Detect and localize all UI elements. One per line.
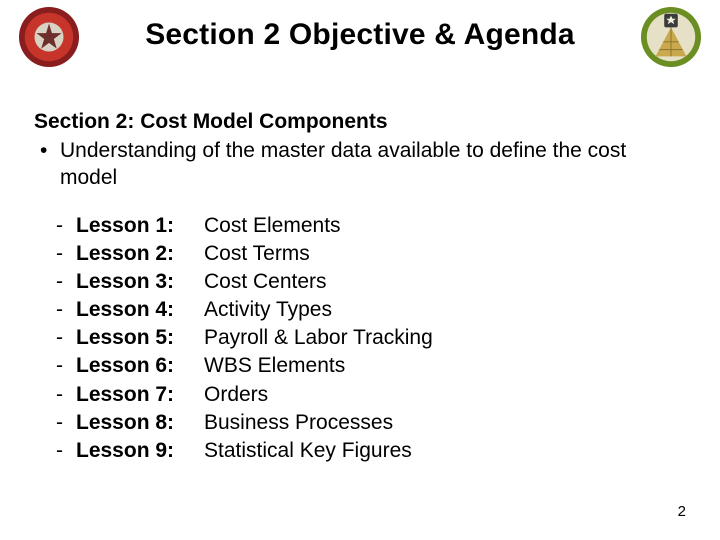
lesson-topic: Cost Elements [194, 212, 686, 240]
lesson-row: -Lesson 7:Orders [56, 381, 686, 409]
lesson-dash: - [56, 437, 76, 465]
lesson-row: -Lesson 8:Business Processes [56, 409, 686, 437]
lesson-label: Lesson 2: [76, 240, 194, 268]
lesson-row: -Lesson 1:Cost Elements [56, 212, 686, 240]
lesson-topic: WBS Elements [194, 352, 686, 380]
lesson-dash: - [56, 268, 76, 296]
lesson-topic: Activity Types [194, 296, 686, 324]
lessons-list: -Lesson 1:Cost Elements-Lesson 2:Cost Te… [34, 212, 686, 465]
lesson-label: Lesson 3: [76, 268, 194, 296]
lesson-dash: - [56, 324, 76, 352]
lesson-dash: - [56, 212, 76, 240]
lesson-dash: - [56, 409, 76, 437]
lesson-topic: Business Processes [194, 409, 686, 437]
lesson-dash: - [56, 352, 76, 380]
lesson-dash: - [56, 240, 76, 268]
lesson-topic: Payroll & Labor Tracking [194, 324, 686, 352]
lesson-topic: Orders [194, 381, 686, 409]
bullet-item: • Understanding of the master data avail… [34, 138, 686, 192]
header: Section 2 Objective & Agenda [0, 0, 720, 72]
lesson-label: Lesson 6: [76, 352, 194, 380]
slide: Section 2 Objective & Agenda Section 2: … [0, 0, 720, 540]
page-number: 2 [678, 503, 686, 520]
seal-left-icon [18, 6, 80, 68]
seal-right-icon [640, 6, 702, 68]
lesson-topic: Statistical Key Figures [194, 437, 686, 465]
lesson-label: Lesson 1: [76, 212, 194, 240]
page-title: Section 2 Objective & Agenda [0, 0, 720, 52]
bullet-text: Understanding of the master data availab… [60, 138, 686, 192]
lesson-topic: Cost Terms [194, 240, 686, 268]
section-heading: Section 2: Cost Model Components [34, 110, 686, 134]
lesson-label: Lesson 7: [76, 381, 194, 409]
lesson-row: -Lesson 9:Statistical Key Figures [56, 437, 686, 465]
lesson-row: -Lesson 3:Cost Centers [56, 268, 686, 296]
lesson-label: Lesson 5: [76, 324, 194, 352]
lesson-dash: - [56, 296, 76, 324]
lesson-label: Lesson 4: [76, 296, 194, 324]
lesson-label: Lesson 9: [76, 437, 194, 465]
body: Section 2: Cost Model Components • Under… [0, 72, 720, 465]
lesson-row: -Lesson 5:Payroll & Labor Tracking [56, 324, 686, 352]
lesson-topic: Cost Centers [194, 268, 686, 296]
lesson-row: -Lesson 6:WBS Elements [56, 352, 686, 380]
bullet-marker: • [34, 138, 60, 192]
lesson-row: -Lesson 2:Cost Terms [56, 240, 686, 268]
lesson-label: Lesson 8: [76, 409, 194, 437]
lesson-dash: - [56, 381, 76, 409]
lesson-row: -Lesson 4:Activity Types [56, 296, 686, 324]
